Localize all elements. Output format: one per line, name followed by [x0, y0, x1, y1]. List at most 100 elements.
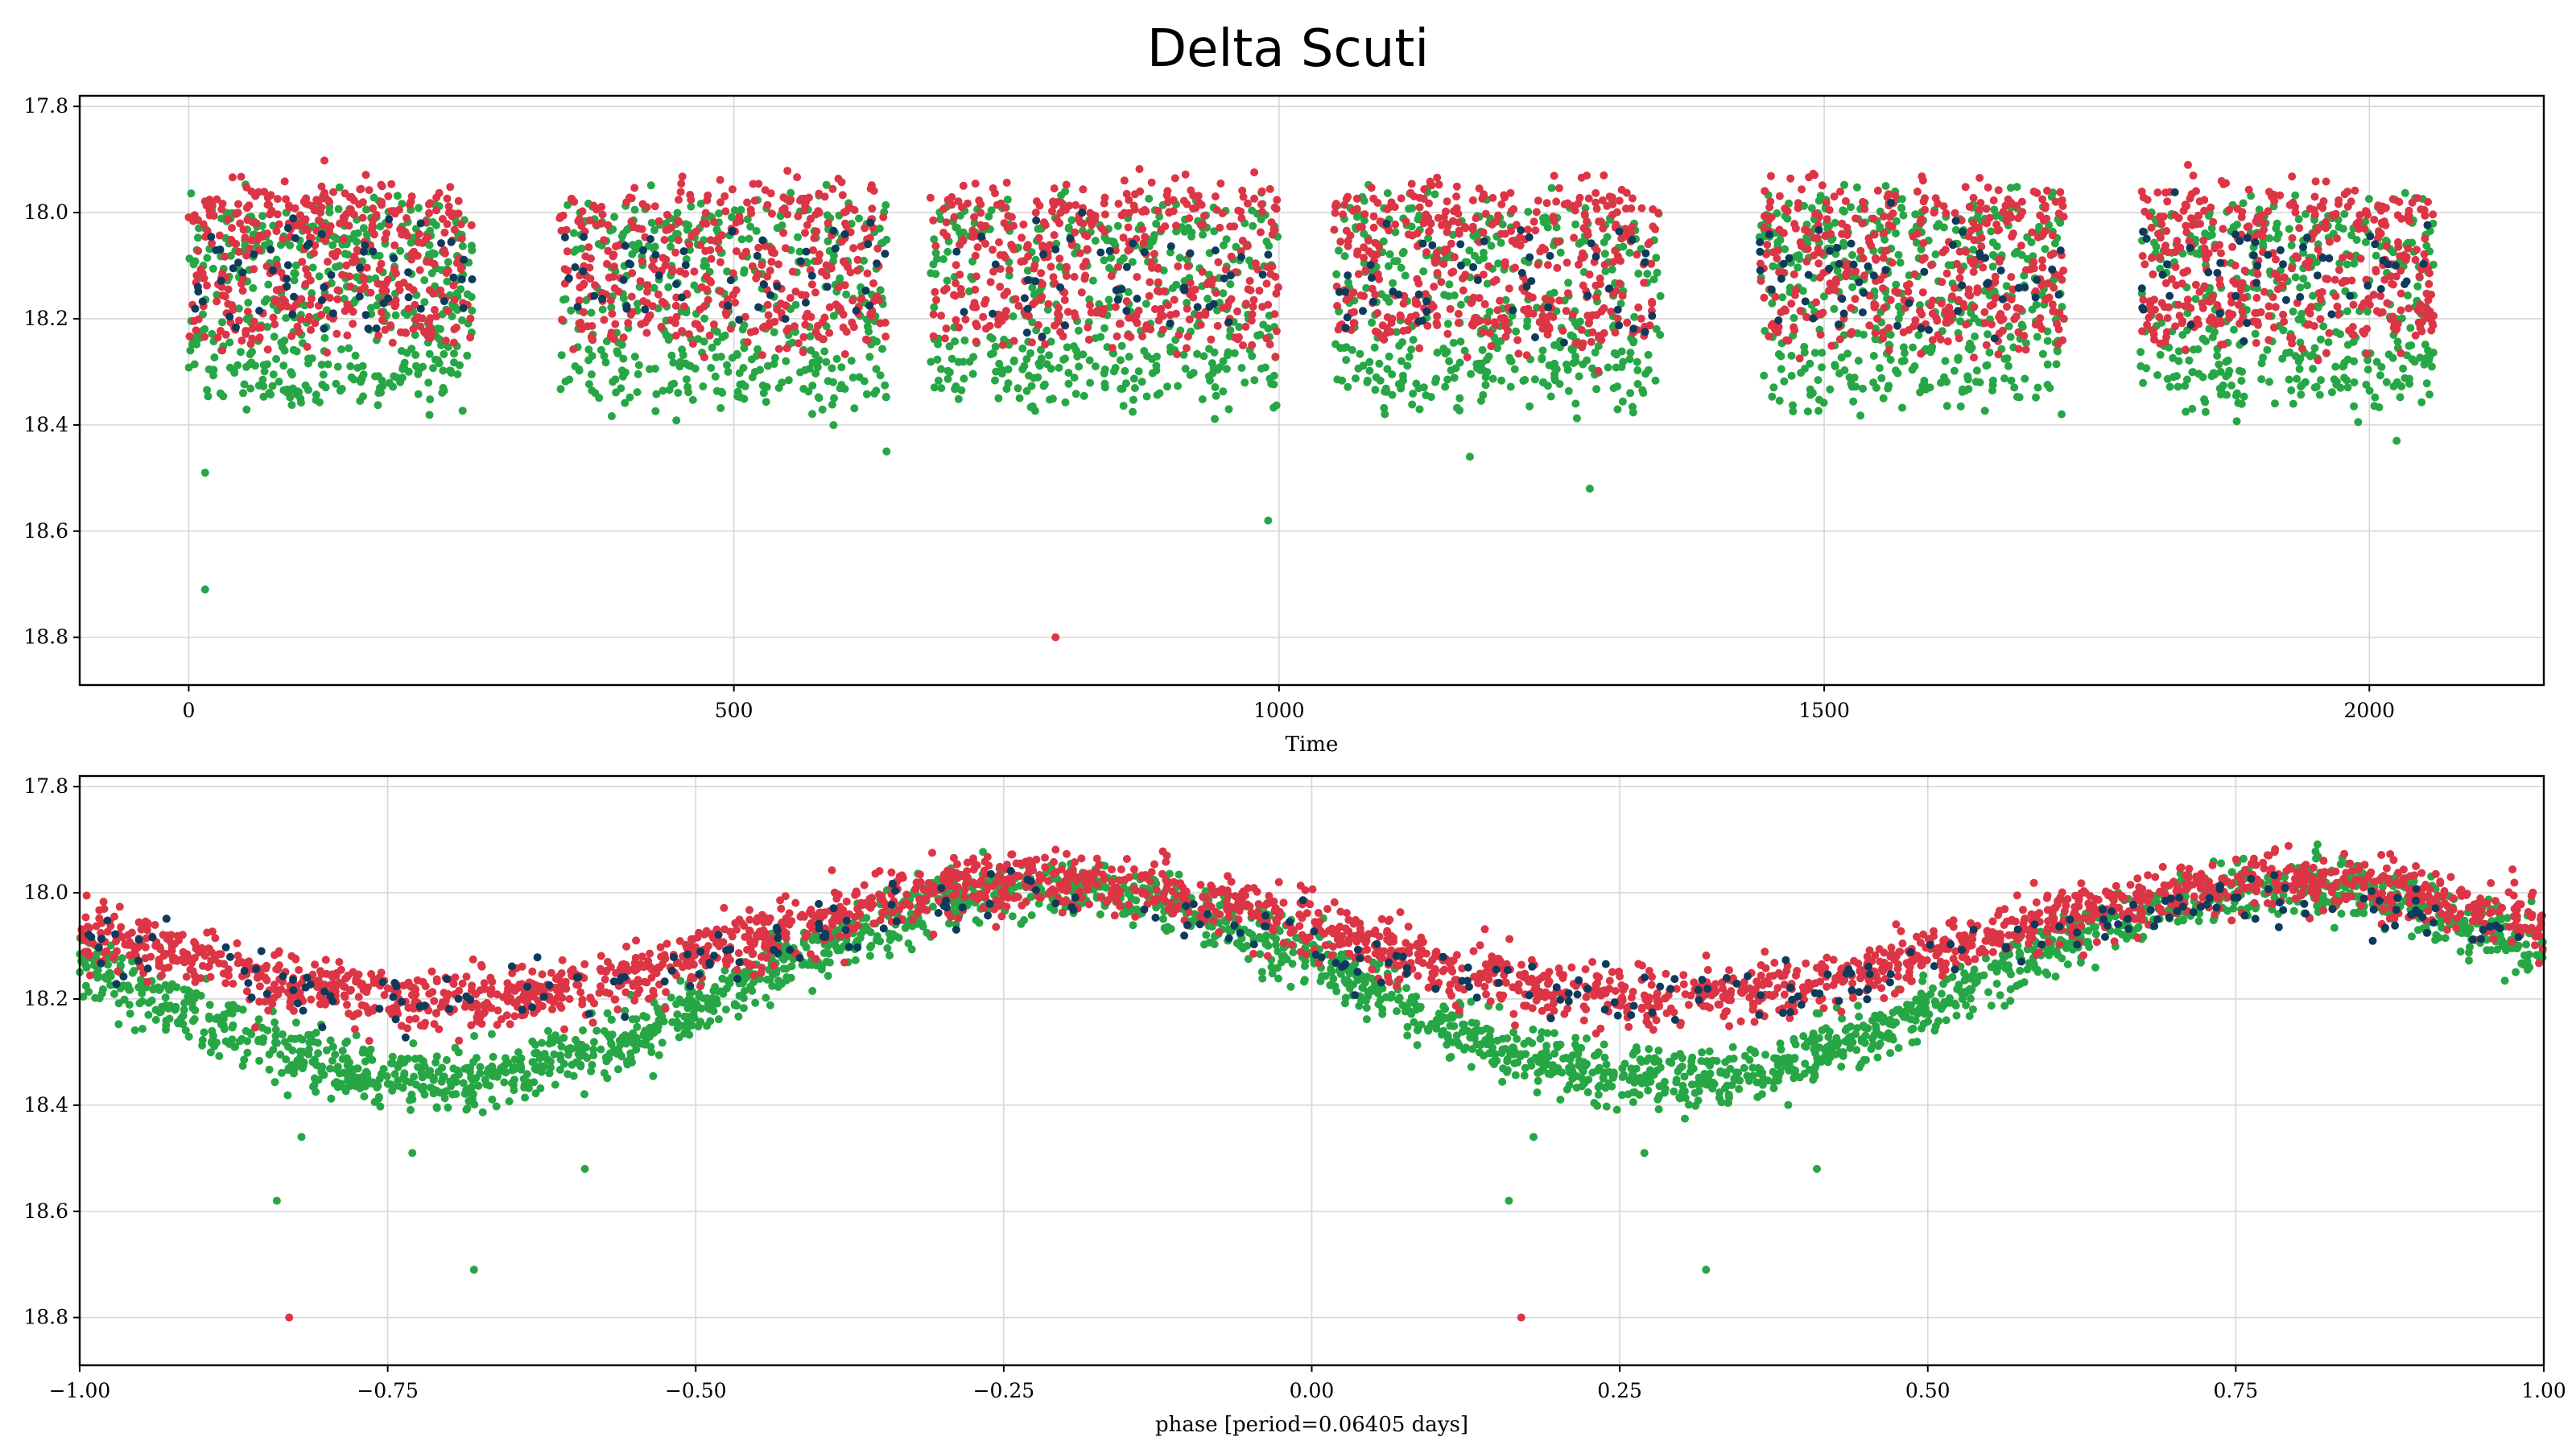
- data-point-series_b: [193, 233, 202, 242]
- data-point-series_c: [2392, 272, 2401, 281]
- data-point-series_c: [2181, 200, 2190, 209]
- data-point-series_c: [641, 318, 650, 327]
- data-point-series_c: [2170, 210, 2179, 219]
- data-point-series_c: [1111, 303, 1120, 312]
- data-point-series_c: [2405, 304, 2413, 313]
- data-point-series_c: [343, 331, 352, 340]
- data-point-series_c: [1542, 199, 1551, 208]
- data-point-series_c: [1241, 299, 1250, 308]
- data-point-series_c: [2036, 314, 2045, 323]
- data-point-series_b: [2004, 361, 2013, 370]
- data-point-series_c: [2347, 276, 2356, 285]
- data-point-series_c: [2161, 188, 2170, 197]
- data-point-series_c: [1420, 185, 1429, 194]
- data-point-series_c: [323, 349, 332, 357]
- data-point-series_c: [1218, 209, 1227, 217]
- data-point-series_b: [1450, 374, 1459, 382]
- data-point-series_c: [1207, 280, 1216, 289]
- data-point-series_b: [1848, 250, 1856, 259]
- data-point-series_c: [786, 196, 795, 204]
- data-point-series_b: [1843, 349, 1852, 358]
- data-point-series_b: [1467, 369, 1476, 378]
- data-point-series_c: [1034, 320, 1042, 329]
- data-point-series_c: [1075, 249, 1084, 258]
- data-point-series_c: [415, 229, 423, 238]
- data-point-series_b: [1129, 407, 1137, 416]
- data-point-series_b: [1775, 396, 1784, 405]
- data-point-series_c: [2014, 345, 2023, 353]
- data-point-series_b: [287, 370, 296, 379]
- data-point-series_c: [657, 323, 666, 331]
- data-point-series_b: [799, 385, 808, 393]
- data-point-series_b: [458, 242, 467, 250]
- data-point-series_c: [1019, 220, 1028, 229]
- data-point-series_c: [1827, 341, 1836, 350]
- data-point-series_c: [1350, 308, 1358, 316]
- data-point-series_b: [737, 205, 745, 214]
- data-point-series_c: [1859, 197, 1867, 206]
- data-point-series_c: [1170, 295, 1179, 304]
- data-point-series_c: [863, 269, 872, 278]
- data-point-series_b: [1109, 237, 1118, 246]
- data-point-series_c: [298, 258, 307, 266]
- data-point-series_b: [1009, 312, 1018, 320]
- data-point-series_c: [642, 328, 651, 337]
- data-point-series_b: [2405, 341, 2413, 350]
- data-point-series_c: [1509, 204, 1518, 213]
- data-point-series_c: [1605, 192, 1614, 201]
- data-point-series_c: [307, 325, 316, 334]
- data-point-series_b: [290, 269, 299, 278]
- data-point-series_c: [1543, 261, 1552, 270]
- data-point-series_c: [2231, 261, 2240, 270]
- data-point-series_c: [1847, 303, 1856, 312]
- data-point-series_c: [1251, 259, 1260, 268]
- data-point-series_b: [335, 183, 344, 192]
- data-point-series_c: [1546, 312, 1554, 320]
- data-point-series_c: [2396, 289, 2405, 298]
- data-point-series_b: [700, 314, 709, 323]
- data-point-series_c: [1333, 302, 1342, 310]
- data-point-series_c: [1554, 184, 1563, 192]
- data-point-series_b: [1482, 356, 1491, 364]
- data-point-series_c: [1871, 328, 1880, 337]
- data-point-series_c: [2007, 198, 2016, 207]
- data-point-series_c: [1060, 295, 1069, 304]
- data-point-series_c: [1640, 279, 1649, 287]
- data-point-series_b: [1070, 374, 1079, 382]
- data-point-series_c: [1977, 233, 1986, 242]
- data-point-series_b: [2201, 398, 2210, 407]
- data-point-series_b: [2289, 399, 2297, 408]
- data-point-series_c: [850, 206, 859, 214]
- data-point-series_b: [607, 412, 616, 420]
- data-point-series_c: [1928, 336, 1937, 345]
- data-point-series_c: [1080, 275, 1089, 283]
- data-point-series_c: [1265, 184, 1274, 193]
- data-point-series_b: [1630, 312, 1639, 321]
- data-point-series_b: [2422, 379, 2431, 388]
- data-point-series_b: [736, 380, 745, 389]
- data-point-series_c: [837, 237, 846, 246]
- data-point-series_b: [279, 361, 288, 370]
- data-point-series_b: [630, 353, 639, 361]
- data-point-series_b: [1219, 289, 1228, 298]
- data-point-series_b: [1497, 376, 1506, 385]
- data-point-series_b: [1086, 378, 1095, 387]
- data-point-series_b: [716, 353, 725, 361]
- data-point-series_c: [2376, 291, 2385, 300]
- data-point-series_c: [671, 332, 680, 340]
- data-point-series_b: [733, 349, 741, 358]
- data-point-series_b: [1046, 395, 1054, 404]
- data-point-series_c: [1244, 285, 1253, 294]
- data-point-series_b: [2350, 259, 2359, 268]
- data-point-series_c: [604, 246, 613, 255]
- data-point-series_c: [973, 243, 982, 252]
- data-point-series_b: [770, 328, 778, 336]
- data-point-series_b: [2232, 417, 2241, 426]
- data-point-series_b: [1512, 327, 1521, 336]
- data-point-series_b: [1107, 254, 1116, 262]
- data-point-series_c: [1637, 204, 1646, 213]
- data-point-series_b: [1064, 379, 1073, 388]
- data-point-series_c: [415, 266, 424, 275]
- data-point-series_c: [1403, 326, 1412, 334]
- data-point-series_b: [1892, 229, 1900, 237]
